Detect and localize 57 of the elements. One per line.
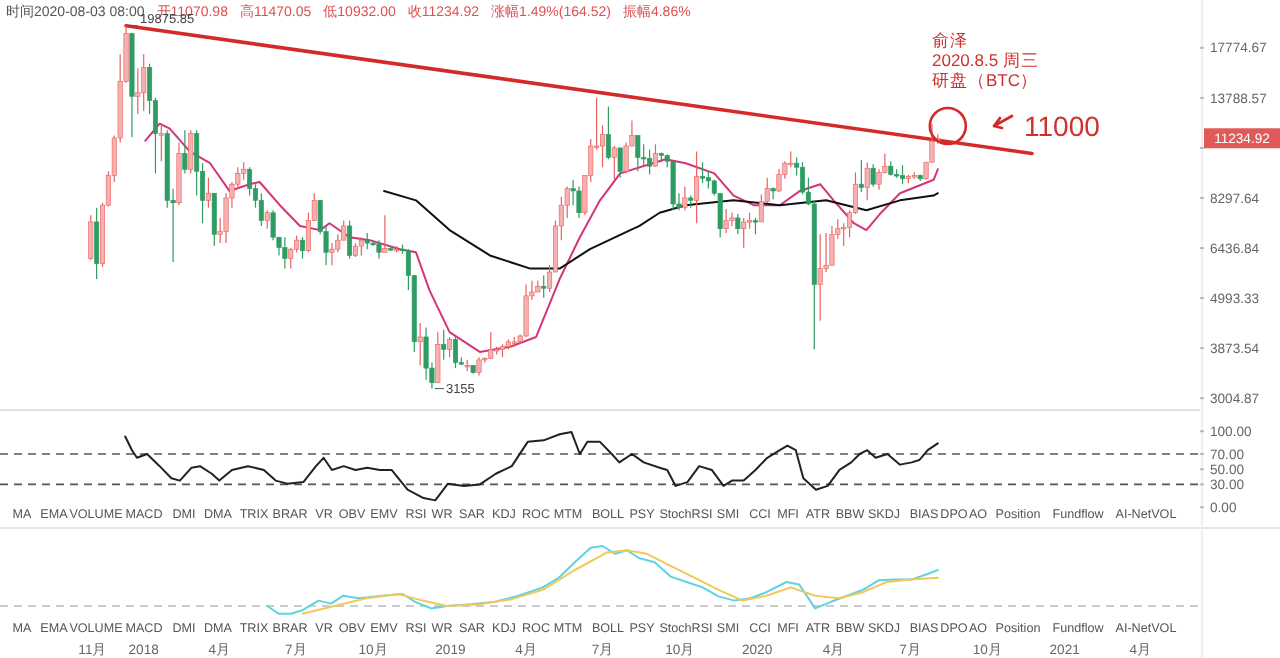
candlestick (829, 225, 835, 266)
candlestick (723, 208, 729, 234)
candlestick (605, 105, 611, 160)
candlestick (88, 214, 94, 261)
candlestick (900, 164, 906, 185)
candlestick (417, 322, 423, 366)
candlestick (729, 212, 735, 227)
candlestick (694, 151, 700, 224)
candlestick (264, 209, 270, 230)
candlestick (382, 214, 388, 253)
candlestick (488, 331, 494, 360)
candlestick (817, 233, 823, 322)
candlestick (358, 236, 364, 257)
candlestick (282, 236, 288, 270)
candlestick (611, 145, 617, 181)
candlestick (376, 239, 382, 260)
candlestick (741, 217, 747, 249)
candlestick (158, 124, 164, 162)
candlestick (682, 185, 688, 211)
candlestick (258, 192, 264, 227)
candlestick (270, 209, 276, 241)
candlestick (182, 129, 188, 175)
candlestick (205, 177, 211, 209)
candlestick (876, 168, 882, 191)
candlestick (641, 143, 647, 166)
candlestick (576, 185, 582, 219)
candlestick (441, 329, 447, 361)
candlestick (700, 161, 706, 184)
candlestick (347, 219, 353, 260)
candlestick (329, 242, 335, 266)
annotation: 11000 (1024, 110, 1101, 142)
candlestick (452, 336, 458, 369)
candlestick (635, 134, 641, 172)
candlestick (617, 147, 623, 179)
candlestick (523, 283, 529, 338)
candlestick (476, 356, 482, 377)
candlestick (435, 331, 441, 384)
candlestick (858, 159, 864, 193)
candlestick (447, 336, 453, 358)
candlestick (141, 53, 147, 112)
annotation: 俞泽 (932, 30, 968, 50)
candlestick (735, 213, 741, 235)
candlestick (652, 143, 658, 167)
candlestick (300, 236, 306, 260)
candlestick (211, 192, 217, 247)
candlestick (423, 326, 429, 381)
candlestick (188, 129, 194, 175)
candlestick (770, 186, 776, 200)
candlestick (623, 141, 629, 175)
candlestick (541, 274, 547, 299)
candlestick (870, 163, 876, 188)
candlestick (670, 160, 676, 211)
candlestick (94, 207, 100, 280)
annotation: 研盘（BTC） (932, 70, 1038, 90)
candlestick (647, 149, 653, 176)
candlestick (864, 161, 870, 201)
annotation: 2020.8.5 周三 (932, 50, 1039, 70)
